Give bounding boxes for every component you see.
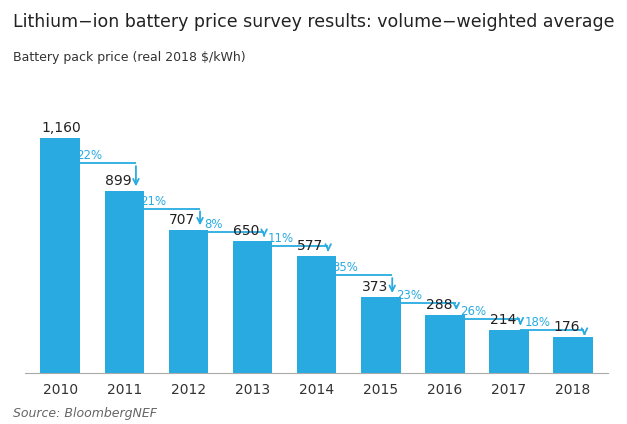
Bar: [297, 256, 337, 373]
Bar: [425, 315, 465, 373]
Text: 176: 176: [554, 321, 580, 335]
Bar: [553, 338, 593, 373]
Text: 288: 288: [426, 298, 452, 312]
Text: 214: 214: [490, 312, 516, 326]
Text: 899: 899: [105, 174, 132, 188]
Bar: [233, 241, 272, 373]
Text: 21%: 21%: [140, 195, 166, 208]
Text: 577: 577: [297, 239, 324, 253]
Text: Source: BloombergNEF: Source: BloombergNEF: [13, 407, 157, 420]
Text: 8%: 8%: [204, 218, 223, 232]
Bar: [105, 191, 144, 373]
Text: 26%: 26%: [460, 305, 487, 318]
Text: 1,160: 1,160: [41, 121, 81, 135]
Text: 22%: 22%: [76, 149, 102, 162]
Text: 18%: 18%: [524, 316, 551, 329]
Bar: [169, 230, 208, 373]
Text: 650: 650: [233, 224, 260, 238]
Bar: [361, 298, 401, 373]
Text: 35%: 35%: [332, 261, 358, 274]
Text: 373: 373: [362, 280, 387, 294]
Bar: [489, 330, 529, 373]
Text: Lithium−ion battery price survey results: volume−weighted average: Lithium−ion battery price survey results…: [13, 13, 614, 31]
Text: 707: 707: [169, 213, 196, 227]
Text: 11%: 11%: [268, 232, 294, 245]
Text: Battery pack price (real 2018 $/kWh): Battery pack price (real 2018 $/kWh): [13, 51, 245, 64]
Text: 23%: 23%: [396, 289, 422, 302]
Bar: [41, 138, 80, 373]
